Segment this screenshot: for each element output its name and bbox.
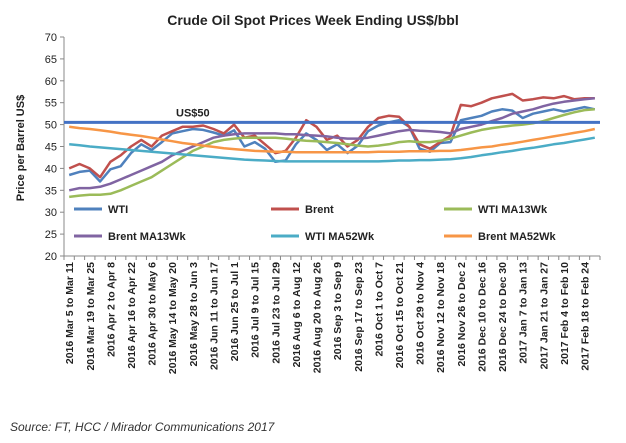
x-tick-label: 2016 Mar 19 to Mar 25 [85, 262, 97, 371]
x-tick-label: 2016 Nov 12 to Nov 18 [435, 262, 447, 373]
x-tick-label: 2017 Feb 18 to Feb 24 [580, 262, 592, 371]
x-tick-label: 2016 Apr 2 to Apr 8 [105, 262, 117, 357]
x-tick-label: 2016 Mar 5 to Mar 11 [64, 262, 76, 364]
chart-title: Crude Oil Spot Prices Week Ending US$/bb… [167, 12, 458, 28]
x-tick-label: 2017 Feb 4 to Feb 10 [559, 262, 571, 365]
y-tick-label: 55 [45, 98, 57, 110]
x-tick-label: 2016 Jul 23 to Jul 29 [270, 262, 282, 364]
x-tick-label: 2016 Jun 25 to Jul 1 [229, 262, 241, 361]
series-line-wti [68, 105, 596, 183]
legend-label-wti-ma13wk: WTI MA13Wk [478, 204, 548, 216]
x-tick-label: 2016 Jul 9 to Jul 15 [250, 262, 262, 358]
series-line-wti-ma13wk [69, 108, 595, 199]
series-line-brent-ma13wk [68, 97, 595, 192]
y-tick-label: 20 [45, 251, 57, 263]
y-tick-label: 30 [45, 207, 57, 219]
x-tick-label: 2016 Apr 30 to May 6 [147, 262, 159, 366]
legend-label-brent-ma13wk: Brent MA13Wk [108, 231, 187, 243]
y-tick-label: 65 [45, 54, 57, 66]
plot-area: 20 25 30 35 40 45 50 55 60 65 70 2016 Mar 5 to Mar … [45, 32, 601, 374]
x-tick-label: 2016 Sep 17 to Sep 23 [353, 262, 365, 372]
x-tick-label: 2017 Jan 7 to Jan 13 [518, 262, 530, 364]
y-tick-label: 60 [45, 76, 57, 88]
series-line-brent-ma52wk [69, 125, 596, 154]
x-tick-label: 2016 Dec 10 to Dec 16 [476, 262, 488, 372]
annotation-us50: US$50 [176, 107, 210, 119]
x-tick-label: 2016 Jun 11 to Jun 17 [208, 262, 220, 370]
y-tick-label: 70 [45, 32, 57, 44]
x-tick-label: 2016 Aug 6 to Aug 12 [291, 262, 303, 368]
x-tick-label: 2016 Dec 24 to Dec 30 [497, 262, 509, 372]
legend-label-brent: Brent [305, 204, 334, 216]
y-tick-label: 50 [45, 120, 57, 132]
y-tick-label: 45 [45, 142, 57, 154]
y-tick-label: 35 [45, 185, 57, 197]
x-tick-label: 2016 Nov 26 to Dec 2 [456, 262, 468, 367]
x-tick-label: 2016 Oct 29 to Nov 4 [415, 262, 427, 365]
x-tick-label: 2016 Oct 1 to Oct 7 [373, 262, 385, 357]
x-tick-label: 2016 Apr 16 to Apr 22 [126, 262, 138, 369]
legend: WTI Brent WTI MA13Wk Brent MA13Wk WTI MA52Wk… [74, 204, 557, 243]
y-axis-label: Price per Barrel US$ [15, 95, 27, 201]
x-tick-label: 2016 May 14 to May 20 [167, 262, 179, 374]
x-tick-label: 2016 Oct 15 to Oct 21 [394, 262, 406, 368]
y-tick-label: 25 [45, 229, 57, 241]
legend-label-brent-ma52wk: Brent MA52Wk [478, 231, 557, 243]
legend-label-wti: WTI [108, 204, 128, 216]
y-tick-label: 40 [45, 163, 57, 175]
legend-label-wti-ma52wk: WTI MA52Wk [305, 231, 375, 243]
y-axis-title: Price per Barrel US$ [15, 95, 27, 201]
series-line-wti-ma52wk [69, 136, 596, 163]
x-tick-label: 2016 May 28 to Jun 3 [188, 262, 200, 367]
source-note: Source: FT, HCC / Mirador Communications… [10, 420, 275, 434]
x-tick-label: 2017 Jan 21 to Jan 27 [538, 262, 550, 370]
series-line-brent [68, 92, 595, 179]
x-tick-label: 2016 Sep 3 to Sep 9 [332, 262, 344, 360]
x-tick-label: 2016 Aug 20 to Aug 26 [312, 262, 324, 373]
